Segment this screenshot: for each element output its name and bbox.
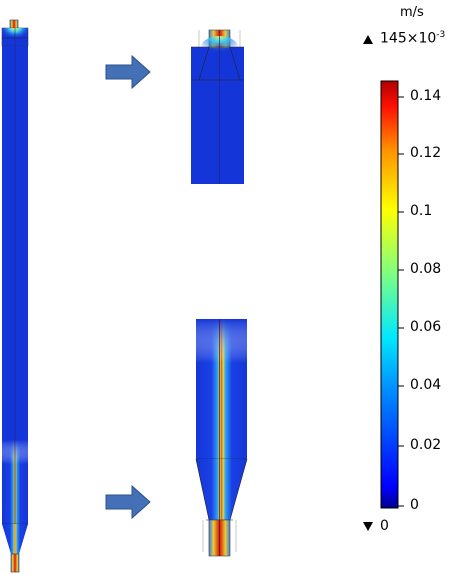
colorbar [380, 80, 399, 509]
bottom-detail-view [195, 319, 248, 557]
tick-label-0-04: 0.04 [410, 377, 442, 393]
min-marker-icon [363, 522, 373, 531]
legend-unit: m/s [400, 5, 424, 20]
tick-label-0-1: 0.1 [410, 203, 433, 219]
legend-max-label: 145×10-3 [380, 30, 445, 47]
legend-max-value: 145×10 [380, 30, 437, 47]
tick-label-0-12: 0.12 [410, 145, 442, 161]
colorbar-ticks [398, 96, 404, 507]
color-legend [363, 35, 404, 531]
tick-label-0-06: 0.06 [410, 319, 442, 335]
legend-min-label: 0 [380, 518, 389, 534]
tick-label-0: 0 [410, 497, 419, 513]
tick-label-0-08: 0.08 [410, 261, 442, 277]
tick-label-0-14: 0.14 [410, 88, 442, 104]
tick-label-0-02: 0.02 [410, 437, 442, 453]
full-column-view [1, 19, 29, 573]
top-arrow [105, 54, 151, 90]
top-detail-view [191, 29, 244, 184]
max-marker-icon [363, 35, 373, 44]
legend-max-exponent: -3 [436, 30, 446, 40]
bottom-arrow [105, 484, 151, 520]
